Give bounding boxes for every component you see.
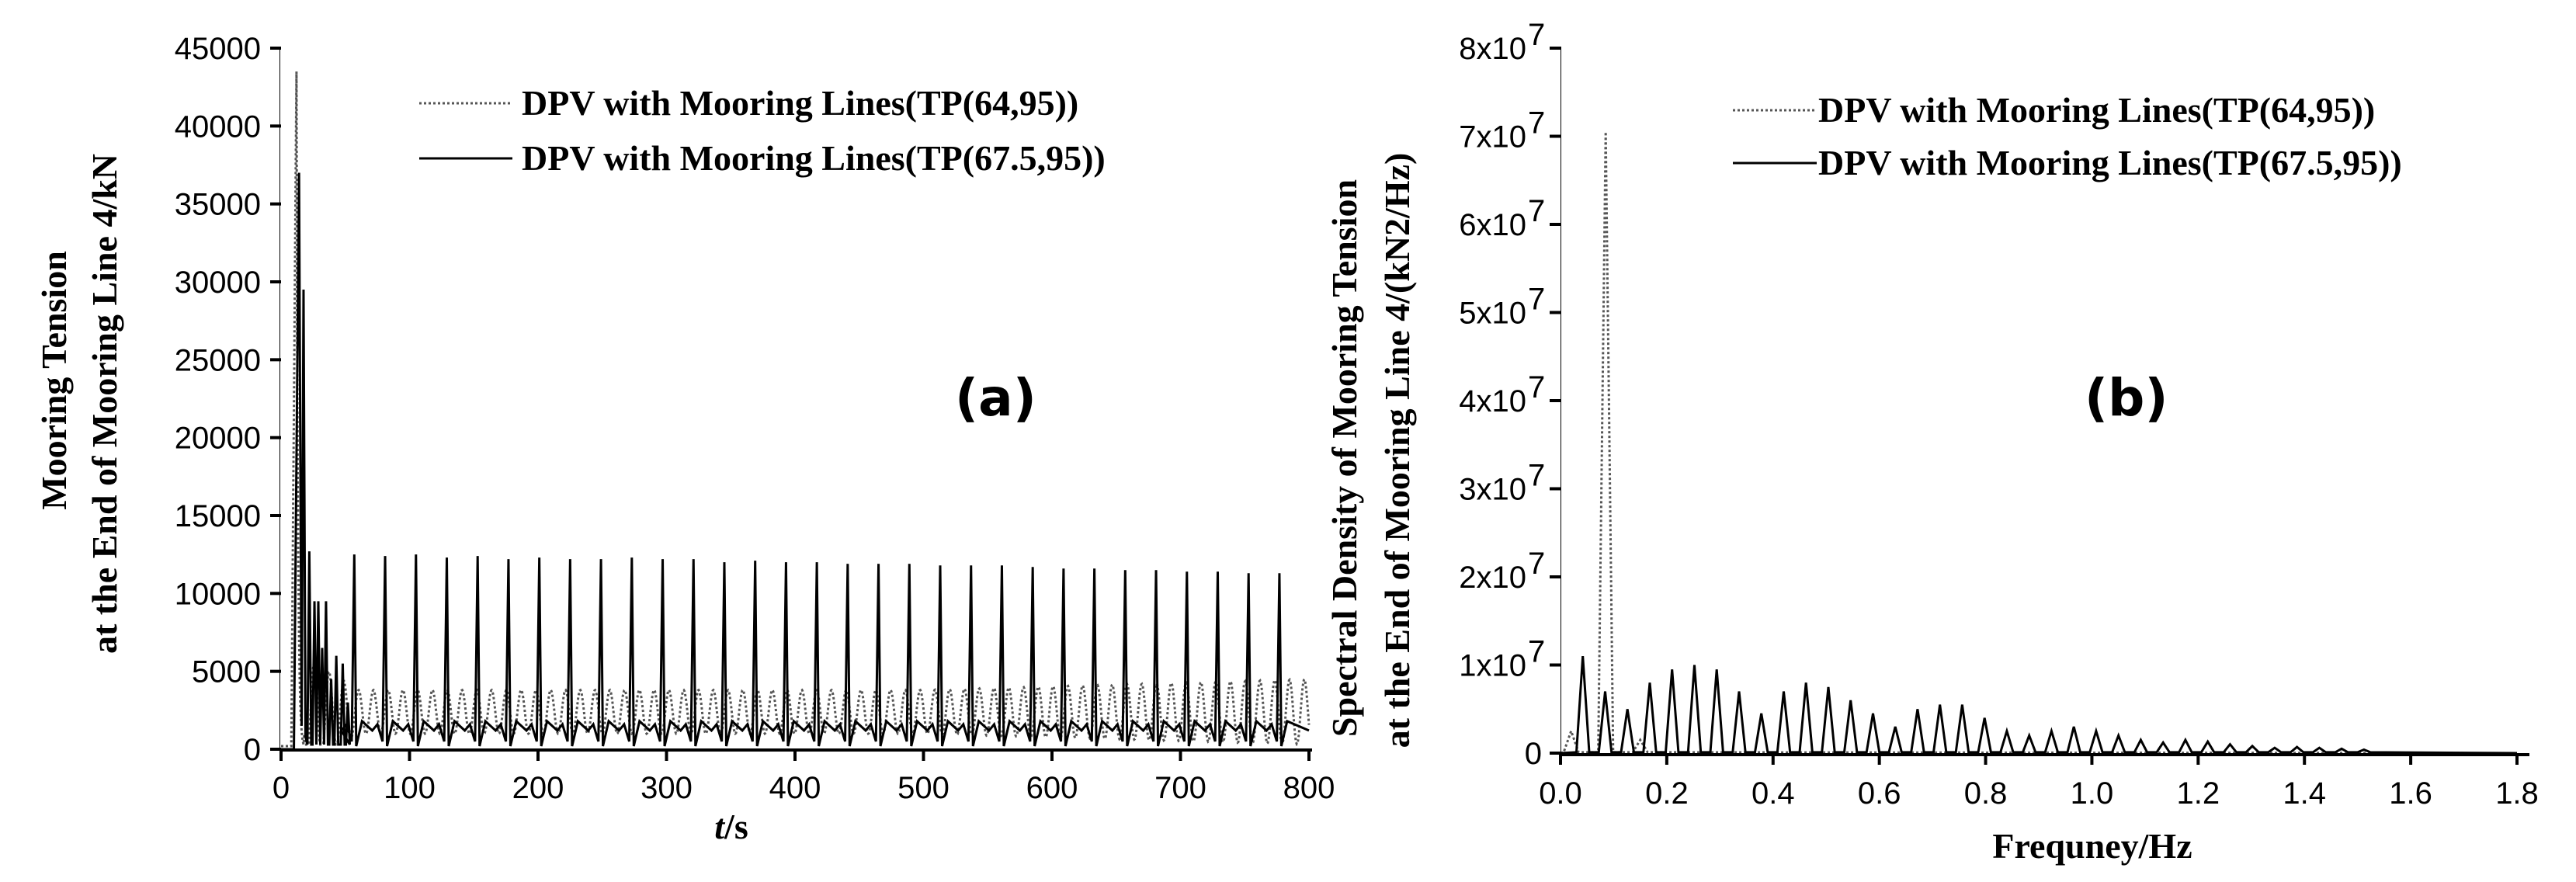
- chart-a-x-axis: [279, 748, 1312, 752]
- chart-b-y-tick-exponent: 7: [1528, 635, 1545, 669]
- chart-b-y-tick-label: 0: [1525, 737, 1542, 771]
- chart-b-series-tp64-line: [1560, 131, 2518, 755]
- chart-a-y-tick-label: 0: [244, 733, 261, 767]
- chart-a-legend-label-tp64: DPV with Mooring Lines(TP(64,95)): [522, 83, 1078, 123]
- chart-a-y-tick-label: 35000: [175, 188, 261, 222]
- chart-b-y-tick-label: 2x10: [1459, 561, 1526, 595]
- chart-b-x-tick-label: 0.0: [1539, 776, 1582, 811]
- chart-a-y-tick-label: 30000: [175, 266, 261, 300]
- chart-a-y-tick-label: 20000: [175, 422, 261, 456]
- chart-a-x-tick-label: 400: [769, 771, 821, 805]
- chart-b-panel-label: (b): [2085, 368, 2168, 428]
- chart-b-y-tick-exponent: 7: [1528, 547, 1545, 581]
- chart-b-y-tick-label: 1x10: [1459, 649, 1526, 683]
- chart-b-ylabel-line2: at the End of Mooring Line 4/(kN2/Hz): [1377, 153, 1417, 748]
- chart-b-y-tick-exponent: 7: [1528, 106, 1545, 141]
- chart-a-y-tick-label: 45000: [175, 32, 261, 66]
- chart-a-legend: DPV with Mooring Lines(TP(64,95)) DPV wi…: [419, 83, 1106, 178]
- chart-b-x-axis: [1559, 753, 2529, 756]
- chart-b-x-tick-label: 1.0: [2071, 776, 2114, 811]
- chart-a-x-tick-label: 0: [273, 771, 290, 805]
- chart-b-x-tick-label: 0.8: [1964, 776, 2008, 811]
- chart-b-legend: DPV with Mooring Lines(TP(64,95)) DPV wi…: [1733, 90, 2402, 182]
- chart-a-x-tick-label: 700: [1154, 771, 1206, 805]
- chart-a-xlabel: t/s: [714, 807, 748, 846]
- chart-b-x-tick-label: 0.4: [1751, 776, 1795, 811]
- chart-a-ylabel-line1: Mooring Tension: [34, 251, 74, 510]
- chart-b-x-tick-label: 0.2: [1645, 776, 1689, 811]
- chart-a-xlabel-unit: /s: [724, 807, 748, 846]
- chart-b-legend-label-tp675: DPV with Mooring Lines(TP(67.5,95)): [1818, 143, 2402, 182]
- chart-b-legend-label-tp64: DPV with Mooring Lines(TP(64,95)): [1818, 90, 2375, 130]
- chart-b-x-tick-label: 1.6: [2389, 776, 2432, 811]
- chart-a-x-tick-label: 600: [1026, 771, 1078, 805]
- chart-b-y-tick-exponent: 7: [1528, 459, 1545, 493]
- chart-b-y-tick-exponent: 7: [1528, 18, 1545, 52]
- chart-b-series-tp675-line: [1560, 655, 2518, 755]
- chart-b-x-tick-label: 0.6: [1858, 776, 1901, 811]
- chart-a-y-axis: [279, 47, 280, 749]
- chart-a-x-ticks: 0 100 200 300 400 500 600 700 800: [273, 749, 1335, 805]
- chart-b-x-tick-label: 1.8: [2495, 776, 2539, 811]
- chart-b-y-tick-exponent: 7: [1528, 194, 1545, 228]
- chart-b-y-tick-label: 3x10: [1459, 473, 1526, 507]
- chart-a-y-ticks: 0 5000 10000 15000 20000 25000 30000 35000 40000…: [175, 32, 281, 767]
- chart-b-x-tick-label: 1.2: [2177, 776, 2220, 811]
- chart-a-y-tick-label: 40000: [175, 109, 261, 144]
- chart-a-legend-label-tp675: DPV with Mooring Lines(TP(67.5,95)): [522, 138, 1106, 178]
- chart-a-series-tp675-line: [281, 172, 1310, 751]
- chart-a-panel-label: (a): [955, 368, 1036, 428]
- chart-a-y-tick-label: 5000: [192, 655, 261, 689]
- chart-b-xlabel: Frequney/Hz: [1992, 826, 2192, 866]
- chart-a-x-tick-label: 300: [641, 771, 693, 805]
- chart-a-x-tick-label: 800: [1283, 771, 1335, 805]
- chart-a-y-tick-label: 10000: [175, 577, 261, 611]
- chart-b-y-tick-label: 7x10: [1459, 120, 1526, 155]
- chart-a-x-tick-label: 200: [512, 771, 564, 805]
- chart-a: Mooring Tension at the End of Mooring Li…: [34, 32, 1335, 846]
- chart-b-y-tick-label: 4x10: [1459, 384, 1526, 418]
- chart-b: Spectral Density of Mooring Tension at t…: [1324, 18, 2539, 866]
- chart-b-y-tick-exponent: 7: [1528, 283, 1545, 317]
- chart-a-y-tick-label: 15000: [175, 499, 261, 533]
- chart-a-x-tick-label: 100: [384, 771, 436, 805]
- chart-a-series-tp64-line: [281, 71, 1311, 748]
- chart-a-y-tick-label: 25000: [175, 343, 261, 377]
- chart-a-ylabel-line2: at the End of Mooring Line 4/kN: [85, 154, 124, 654]
- chart-b-x-ticks: 0.0 0.2 0.4 0.6 0.8 1.0 1.2 1.4 1.6 1.8: [1539, 753, 2539, 811]
- chart-b-y-tick-label: 5x10: [1459, 297, 1526, 331]
- chart-b-y-tick-exponent: 7: [1528, 370, 1545, 405]
- chart-a-xlabel-var: t: [714, 807, 725, 846]
- chart-b-x-tick-label: 1.4: [2283, 776, 2326, 811]
- chart-b-y-tick-label: 8x10: [1459, 32, 1526, 66]
- chart-a-x-tick-label: 500: [897, 771, 950, 805]
- chart-b-y-tick-label: 6x10: [1459, 208, 1526, 242]
- chart-b-ylabel-line1: Spectral Density of Mooring Tension: [1324, 179, 1364, 737]
